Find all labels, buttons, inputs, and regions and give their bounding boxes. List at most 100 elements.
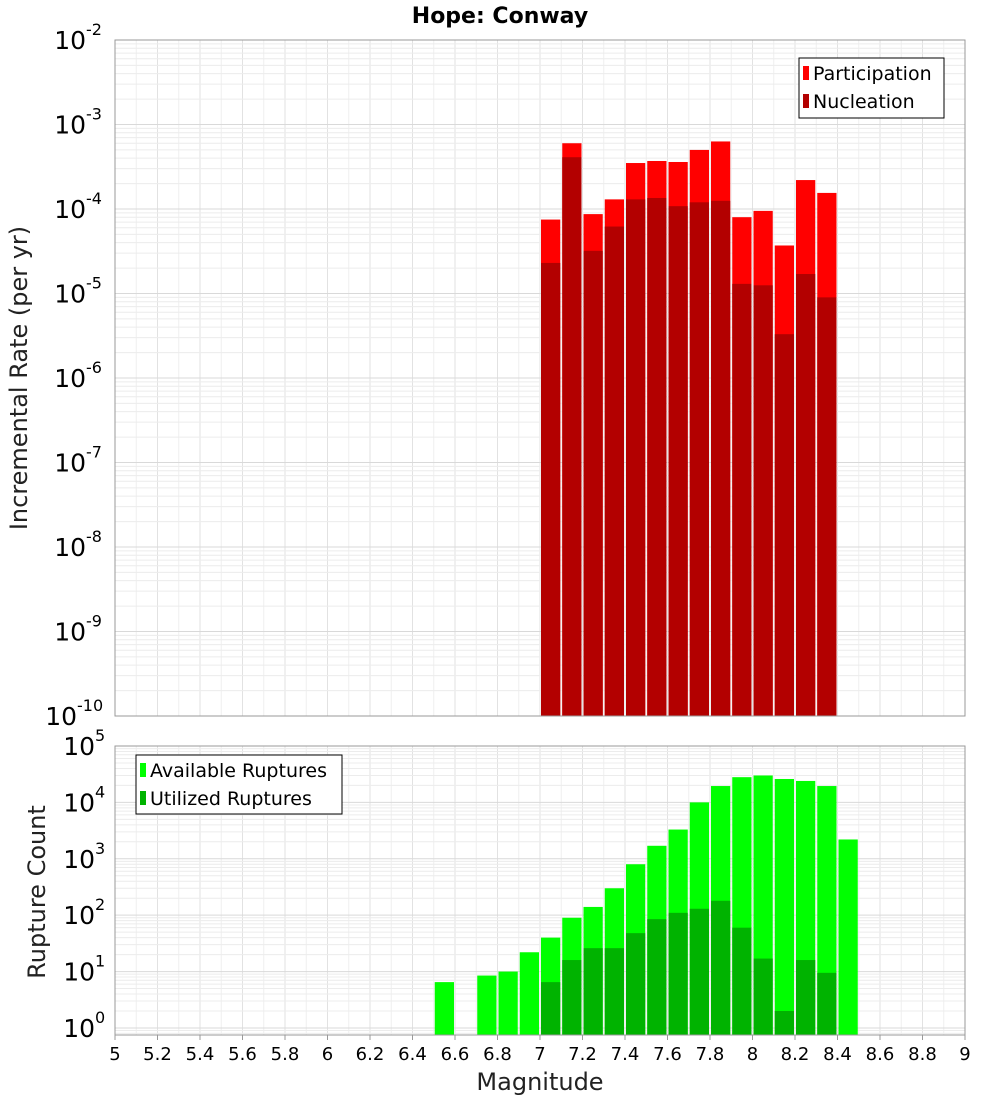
bottom-bar-s2 (732, 927, 752, 1035)
bottom-bar-s2 (626, 933, 646, 1035)
chart-title: Hope: Conway (412, 4, 588, 29)
bottom-y-tick-exponent: 1 (95, 952, 105, 971)
top-y-tick-exponent: -4 (86, 189, 102, 208)
bottom-y-tick-exponent: 4 (95, 782, 105, 801)
top-bar-s2 (626, 199, 646, 717)
x-tick-label: 6 (322, 1044, 333, 1065)
bottom-legend-box (135, 754, 343, 815)
x-tick-label: 5 (109, 1044, 120, 1065)
bottom-bar-s1 (774, 778, 794, 1035)
top-plot-grid (114, 39, 966, 717)
top-y-axis-label: Incremental Rate (per yr) (5, 226, 33, 530)
bottom-bar-s2 (774, 1010, 794, 1035)
legend-label-nucleation: Nucleation (813, 91, 915, 113)
top-plot-frame (114, 39, 966, 717)
legend-swatch-available (140, 763, 146, 777)
top-y-tick-exponent: -7 (86, 443, 102, 462)
legend-swatch-utilized (140, 791, 146, 805)
bottom-legend: Available Ruptures Utilized Ruptures (135, 754, 343, 815)
bottom-y-tick-label: 10 (63, 958, 95, 987)
bottom-y-tick-exponent: 5 (95, 726, 105, 745)
bottom-bar-s2 (668, 912, 688, 1035)
bottom-bar-s1 (519, 952, 539, 1035)
bottom-y-tick-label: 10 (63, 845, 95, 874)
top-y-tick-exponent: -9 (86, 612, 102, 631)
top-y-tick-exponent: -6 (86, 358, 102, 377)
bottom-y-tick-label: 10 (63, 901, 95, 930)
x-tick-label: 7.8 (696, 1044, 725, 1065)
top-y-tick-label: 10 (54, 111, 86, 140)
x-tick-label: 6.4 (398, 1044, 427, 1065)
top-legend-box (798, 57, 945, 119)
legend-swatch-nucleation (803, 94, 809, 108)
bottom-bar-s2 (541, 982, 561, 1035)
legend-label-utilized: Utilized Ruptures (150, 788, 312, 810)
top-y-tick-label: 10 (54, 618, 86, 647)
top-y-tick-exponent: -8 (86, 527, 102, 546)
bottom-bar-s1 (434, 982, 454, 1035)
x-axis-label: Magnitude (476, 1068, 603, 1096)
top-bar-s2 (753, 285, 773, 716)
x-tick-label: 8.4 (823, 1044, 852, 1065)
bottom-bar-s2 (753, 958, 773, 1035)
x-tick-label: 8 (747, 1044, 758, 1065)
x-tick-label: 8.2 (781, 1044, 810, 1065)
bottom-bar-s1 (817, 786, 837, 1035)
bottom-y-tick-exponent: 3 (95, 839, 105, 858)
bottom-y-tick-exponent: 0 (95, 1008, 105, 1027)
top-y-tick-label: 10 (54, 26, 86, 55)
top-y-tick-label: 10 (54, 364, 86, 393)
bottom-bar-s2 (562, 960, 582, 1035)
x-tick-label: 6.2 (356, 1044, 385, 1065)
bottom-y-axis-label: Rupture Count (23, 805, 51, 979)
top-bar-s2 (711, 200, 731, 717)
top-bar-s2 (583, 250, 603, 716)
top-y-tick-label: 10 (54, 449, 86, 478)
top-legend: Participation Nucleation (798, 57, 945, 119)
x-tick-label: 5.2 (143, 1044, 172, 1065)
bottom-plot-bars (434, 775, 858, 1035)
top-bar-s2 (796, 274, 816, 716)
top-bar-s2 (541, 262, 561, 716)
top-bar-s2 (562, 157, 582, 717)
bottom-bar-s2 (711, 900, 731, 1035)
legend-swatch-participation (803, 66, 809, 80)
bottom-y-tick-exponent: 2 (95, 895, 105, 914)
x-tick-label: 9 (959, 1044, 970, 1065)
top-bar-s2 (817, 297, 837, 716)
bottom-bar-s2 (583, 948, 603, 1035)
top-plot-bars (541, 141, 837, 717)
x-tick-label: 7 (534, 1044, 545, 1065)
top-y-tick-label: 10 (54, 533, 86, 562)
bottom-bar-s2 (796, 960, 816, 1035)
x-tick-label: 8.8 (908, 1044, 937, 1065)
top-bar-s2 (604, 226, 624, 716)
top-y-tick-exponent: -5 (86, 274, 102, 293)
top-y-tick-label: 10 (45, 702, 77, 731)
legend-label-participation: Participation (813, 63, 932, 85)
top-bar-s2 (647, 197, 667, 716)
bottom-bar-s1 (838, 839, 858, 1035)
x-tick-label: 5.8 (271, 1044, 300, 1065)
bottom-bar-s2 (647, 919, 667, 1035)
bottom-y-tick-label: 10 (63, 788, 95, 817)
x-axis: 5 5.2 5.4 5.6 5.8 6 6.2 6.4 6.6 6.8 7 7.2 7.4 7.6 7.8 8… (109, 1035, 971, 1065)
x-tick-label: 6.6 (441, 1044, 470, 1065)
x-tick-label: 5.6 (228, 1044, 257, 1065)
top-bar-s2 (668, 206, 688, 716)
top-y-tick-exponent: -10 (77, 696, 103, 715)
top-bar-s2 (732, 283, 752, 716)
x-tick-label: 6.8 (483, 1044, 512, 1065)
x-tick-label: 7.4 (611, 1044, 640, 1065)
bottom-bar-s1 (498, 971, 518, 1035)
bottom-y-tick-label: 10 (63, 732, 95, 761)
top-bar-s2 (774, 334, 794, 716)
bottom-plot-grid (114, 745, 966, 1035)
x-tick-label: 7.2 (568, 1044, 597, 1065)
top-y-tick-exponent: -3 (86, 105, 102, 124)
top-bar-s2 (689, 202, 709, 716)
bottom-bar-s1 (477, 975, 497, 1035)
x-tick-label: 7.6 (653, 1044, 682, 1065)
